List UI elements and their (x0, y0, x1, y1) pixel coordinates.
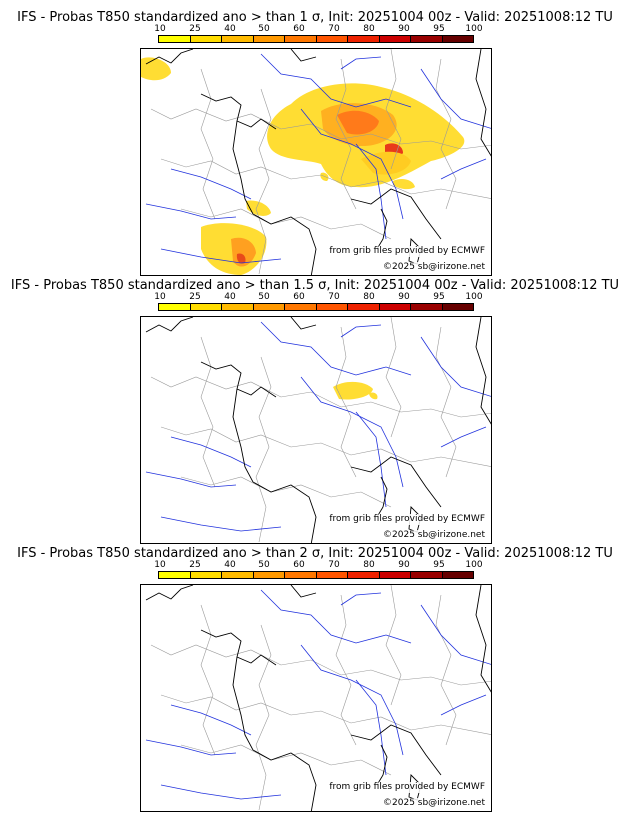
shade-yellow-alps (361, 151, 411, 175)
colorbar-tick: 25 (189, 560, 201, 570)
colorbar-tick: 100 (465, 24, 483, 34)
colorbar-swatch (159, 572, 191, 578)
colorbar-swatch (222, 36, 254, 42)
rivers (145, 53, 491, 264)
shade-yellow (333, 381, 373, 400)
copyright-credit: ©2025 sb@irizone.net (381, 798, 487, 809)
colorbar-tick: 80 (363, 292, 375, 302)
map-canvas (141, 49, 491, 275)
colorbar-swatch (348, 36, 380, 42)
colorbar-swatch (159, 36, 191, 42)
colorbar-tick: 10 (154, 24, 166, 34)
source-credit: from grib files provided by ECMWF (327, 782, 487, 793)
colorbar-tick: 10 (154, 292, 166, 302)
colorbar-tick: 95 (433, 292, 445, 302)
colorbar-swatch (316, 572, 348, 578)
colorbar-swatch (222, 572, 254, 578)
colorbar-swatch (285, 36, 317, 42)
copyright-credit: ©2025 sb@irizone.net (381, 262, 487, 273)
colorbar-swatch (379, 572, 411, 578)
shade-red-spain (236, 253, 246, 264)
colorbar-tick: 50 (258, 560, 270, 570)
colorbar-swatch (442, 304, 473, 310)
colorbar-ticks: 10 25 40 50 60 70 80 90 95 100 (140, 24, 490, 34)
colorbar-swatch (253, 572, 285, 578)
colorbar-tick: 70 (328, 24, 340, 34)
colorbar-tick: 80 (363, 560, 375, 570)
colorbar-tick: 90 (398, 560, 410, 570)
colorbar-swatch (442, 572, 473, 578)
colorbar-tick: 25 (189, 292, 201, 302)
source-credit: from grib files provided by ECMWF (327, 246, 487, 257)
colorbar-tick: 70 (328, 560, 340, 570)
colorbar-swatch (316, 36, 348, 42)
colorbar-swatch (411, 36, 443, 42)
shade-darkorange (337, 110, 379, 135)
colorbar-tick: 90 (398, 292, 410, 302)
colorbar-tick: 95 (433, 24, 445, 34)
colorbar-tick: 60 (293, 560, 305, 570)
panel-title: IFS - Probas T850 standardized ano > tha… (17, 10, 613, 25)
probability-shading (333, 381, 378, 400)
colorbar-tick: 60 (293, 292, 305, 302)
colorbar-swatch (348, 304, 380, 310)
colorbar-tick: 40 (224, 292, 236, 302)
country-borders (150, 317, 491, 543)
rivers (145, 589, 491, 800)
colorbar-tick: 50 (258, 292, 270, 302)
colorbar-tick: 25 (189, 24, 201, 34)
shade-yellow-sw (320, 172, 329, 181)
colorbar-swatch (348, 572, 380, 578)
colorbar (158, 35, 474, 43)
colorbar-tick: 100 (465, 292, 483, 302)
colorbar-tick: 80 (363, 24, 375, 34)
colorbar (158, 303, 474, 311)
colorbar-swatch (379, 36, 411, 42)
colorbar-tick: 60 (293, 24, 305, 34)
colorbar-swatch (222, 304, 254, 310)
shade-yellow-small (369, 392, 378, 400)
colorbar-tick: 95 (433, 560, 445, 570)
map: from grib files provided by ECMWF ©2025 … (140, 584, 492, 812)
coastlines (145, 317, 491, 543)
colorbar-ticks: 10 25 40 50 60 70 80 90 95 100 (140, 560, 490, 570)
source-credit: from grib files provided by ECMWF (327, 514, 487, 525)
colorbar-tick: 40 (224, 24, 236, 34)
colorbar-tick: 40 (224, 560, 236, 570)
colorbar-swatch (159, 304, 191, 310)
colorbar-tick: 100 (465, 560, 483, 570)
colorbar-swatch (316, 304, 348, 310)
map: from grib files provided by ECMWF ©2025 … (140, 316, 492, 544)
shade-yellow-alps2 (393, 179, 415, 190)
colorbar-tick: 10 (154, 560, 166, 570)
colorbar-tick: 50 (258, 24, 270, 34)
map-canvas (145, 585, 491, 811)
colorbar-swatch (285, 304, 317, 310)
colorbar-swatch (411, 572, 443, 578)
colorbar-tick: 70 (328, 292, 340, 302)
colorbar-swatch (190, 572, 222, 578)
colorbar-swatch (411, 304, 443, 310)
map: from grib files provided by ECMWF ©2025 … (140, 48, 492, 276)
colorbar-swatch (253, 36, 285, 42)
country-borders (150, 585, 491, 811)
coastlines (145, 585, 491, 811)
colorbar-swatch (285, 572, 317, 578)
colorbar-swatch (379, 304, 411, 310)
colorbar-swatch (253, 304, 285, 310)
colorbar-tick: 90 (398, 24, 410, 34)
copyright-credit: ©2025 sb@irizone.net (381, 530, 487, 541)
colorbar-ticks: 10 25 40 50 60 70 80 90 95 100 (140, 292, 490, 302)
colorbar-swatch (190, 36, 222, 42)
coastlines (145, 49, 491, 275)
panel-title: IFS - Probas T850 standardized ano > tha… (10, 278, 620, 293)
colorbar-swatch (190, 304, 222, 310)
rivers (145, 321, 491, 532)
colorbar (158, 571, 474, 579)
shade-orange-spain (231, 237, 256, 267)
colorbar-swatch (442, 36, 473, 42)
country-borders (150, 49, 491, 275)
map-canvas (145, 317, 491, 543)
panel-title: IFS - Probas T850 standardized ano > tha… (17, 546, 613, 561)
